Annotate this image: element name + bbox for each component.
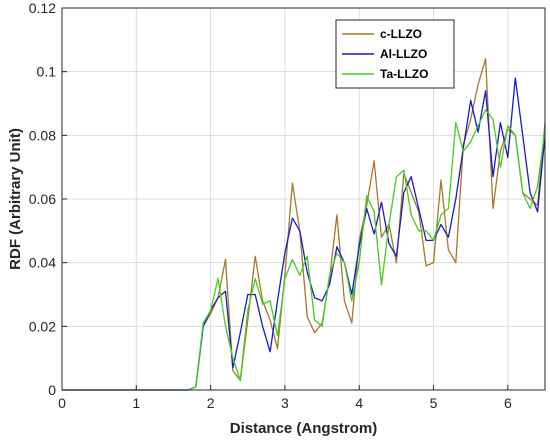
data-series <box>62 58 546 391</box>
legend-label: c-LLZO <box>380 27 422 41</box>
legend-label: Al-LLZO <box>380 47 427 61</box>
legend-label: Ta-LLZO <box>380 67 428 81</box>
y-tick-label: 0.08 <box>29 127 56 143</box>
legend: c-LLZO Al-LLZO Ta-LLZO <box>335 19 455 89</box>
x-tick-label: 6 <box>504 395 512 411</box>
y-tick-label: 0.02 <box>29 318 56 334</box>
y-tick-label: 0.04 <box>29 255 56 271</box>
x-tick-label: 4 <box>355 395 363 411</box>
axis-ticks: 0 1 2 3 4 5 6 0 0.02 0.04 0.06 0.08 0.1 0.12 <box>29 0 512 411</box>
x-tick-label: 3 <box>281 395 289 411</box>
y-tick-label: 0.1 <box>37 64 57 80</box>
x-tick-label: 0 <box>58 395 66 411</box>
y-axis-title: RDF (Arbitrary Unit) <box>7 128 24 270</box>
y-tick-label: 0.12 <box>29 0 56 16</box>
y-tick-label: 0.06 <box>29 191 56 207</box>
series-line-ta-llzo <box>62 109 546 391</box>
x-tick-label: 2 <box>207 395 215 411</box>
y-tick-label: 0 <box>48 382 56 398</box>
x-tick-label: 5 <box>430 395 438 411</box>
x-axis-title: Distance (Angstrom) <box>230 420 378 437</box>
x-tick-label: 1 <box>132 395 140 411</box>
